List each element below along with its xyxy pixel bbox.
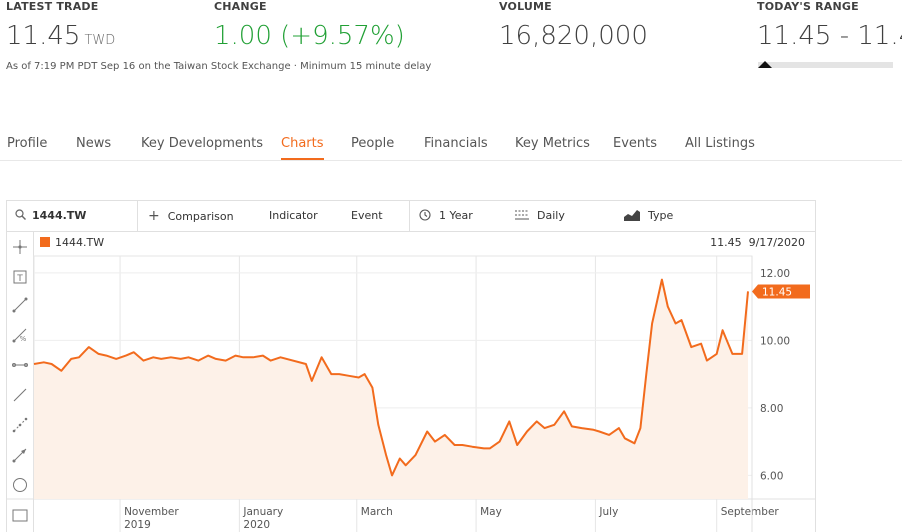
- horizontal-line-icon[interactable]: [11, 356, 29, 374]
- todays-range-stat: TODAY'S RANGE 11.45 - 11.45: [757, 0, 902, 51]
- tab-key-developments[interactable]: Key Developments: [141, 136, 263, 151]
- chart-toolbar: 1444.TW + Comparison Indicator Event 1 Ye…: [7, 201, 815, 232]
- legend-series-label: 1444.TW: [55, 236, 105, 249]
- area-chart-icon: [624, 210, 640, 221]
- company-tabs: Profile News Key Developments Charts Peo…: [0, 128, 902, 161]
- todays-range-value: 11.45 - 11.45: [757, 21, 902, 51]
- change-stat: CHANGE 1.00 (+9.57%): [214, 0, 405, 51]
- latest-trade-label: LATEST TRADE: [6, 0, 99, 13]
- x-tick-label: September: [721, 506, 780, 518]
- price-area: [34, 279, 748, 499]
- point-line-icon[interactable]: [11, 416, 29, 434]
- indicator-button[interactable]: Indicator: [269, 209, 318, 222]
- symbol-input[interactable]: 1444.TW: [32, 209, 87, 222]
- tab-key-metrics[interactable]: Key Metrics: [515, 136, 590, 151]
- plus-icon: +: [148, 208, 160, 224]
- comparison-label: Comparison: [167, 210, 234, 223]
- interval-icon: [515, 210, 529, 220]
- measure-tool-icon[interactable]: %: [11, 326, 29, 344]
- chart-legend: 1444.TW: [40, 236, 104, 249]
- chart-type-label: Type: [648, 209, 674, 222]
- todays-range-label: TODAY'S RANGE: [757, 0, 859, 13]
- last-quote: 11.45 9/17/2020: [710, 236, 805, 249]
- latest-trade-stat: LATEST TRADE 11.45 TWD: [6, 0, 115, 51]
- symbol-search[interactable]: 1444.TW: [15, 201, 86, 231]
- tab-charts[interactable]: Charts: [281, 136, 324, 160]
- last-quote-value: 11.45: [710, 236, 742, 249]
- comparison-button[interactable]: + Comparison: [148, 201, 234, 231]
- volume-label: VOLUME: [499, 0, 552, 13]
- event-button[interactable]: Event: [351, 209, 383, 222]
- circle-tool-icon[interactable]: [11, 476, 29, 494]
- toolbar-divider: [409, 201, 410, 231]
- rectangle-tool-icon[interactable]: [11, 506, 29, 524]
- y-tick-label: 6.00: [760, 470, 783, 482]
- clock-icon: [419, 209, 431, 221]
- arrow-line-icon[interactable]: [11, 446, 29, 464]
- tab-financials[interactable]: Financials: [424, 136, 488, 151]
- y-tick-label: 8.00: [760, 403, 783, 415]
- period-label: 1 Year: [439, 209, 473, 222]
- price-line: [33, 278, 749, 477]
- x-tick-year: 2019: [124, 519, 151, 531]
- chart-type-button[interactable]: Type: [624, 201, 673, 231]
- x-tick-label: March: [361, 506, 393, 518]
- quote-delay-note: As of 7:19 PM PDT Sep 16 on the Taiwan S…: [6, 61, 432, 72]
- x-tick-label: January: [242, 506, 283, 518]
- toolbar-divider: [137, 201, 138, 231]
- y-tick-label: 10.00: [760, 335, 790, 347]
- currency-unit: TWD: [84, 33, 116, 48]
- last-price-label: 11.45: [762, 286, 792, 298]
- tab-all-listings[interactable]: All Listings: [685, 136, 755, 151]
- tab-profile[interactable]: Profile: [7, 136, 48, 151]
- last-quote-date: 9/17/2020: [748, 236, 805, 249]
- x-tick-label: July: [598, 506, 618, 518]
- period-button[interactable]: 1 Year: [419, 201, 473, 231]
- latest-trade-value: 11.45: [6, 21, 81, 51]
- volume-value: 16,820,000: [499, 21, 648, 51]
- series-swatch: [40, 237, 50, 247]
- trend-line-icon[interactable]: [11, 386, 29, 404]
- interval-label: Daily: [537, 209, 565, 222]
- tab-news[interactable]: News: [76, 136, 112, 151]
- interval-button[interactable]: Daily: [515, 201, 565, 231]
- change-value: 1.00 (+9.57%): [214, 21, 405, 51]
- text-tool-icon[interactable]: T: [11, 268, 29, 286]
- range-bar: [758, 62, 893, 68]
- x-tick-label: May: [480, 506, 502, 518]
- svg-text:T: T: [16, 274, 23, 284]
- x-tick-label: November: [124, 506, 179, 518]
- search-icon: [15, 209, 26, 220]
- line-tool-icon[interactable]: [11, 296, 29, 314]
- range-marker-icon: [758, 61, 772, 68]
- last-price-badge: [752, 284, 810, 299]
- latest-trade-value-row: 11.45 TWD: [6, 21, 115, 51]
- crosshair-icon[interactable]: [11, 238, 29, 256]
- tab-events[interactable]: Events: [613, 136, 658, 151]
- chart-widget: 1444.TW + Comparison Indicator Event 1 Ye…: [6, 200, 816, 532]
- y-tick-label: 12.00: [760, 268, 790, 280]
- volume-stat: VOLUME 16,820,000: [499, 0, 648, 51]
- change-label: CHANGE: [214, 0, 267, 13]
- x-tick-year: 2020: [243, 519, 270, 531]
- tab-people[interactable]: People: [351, 136, 395, 151]
- svg-text:%: %: [20, 335, 27, 343]
